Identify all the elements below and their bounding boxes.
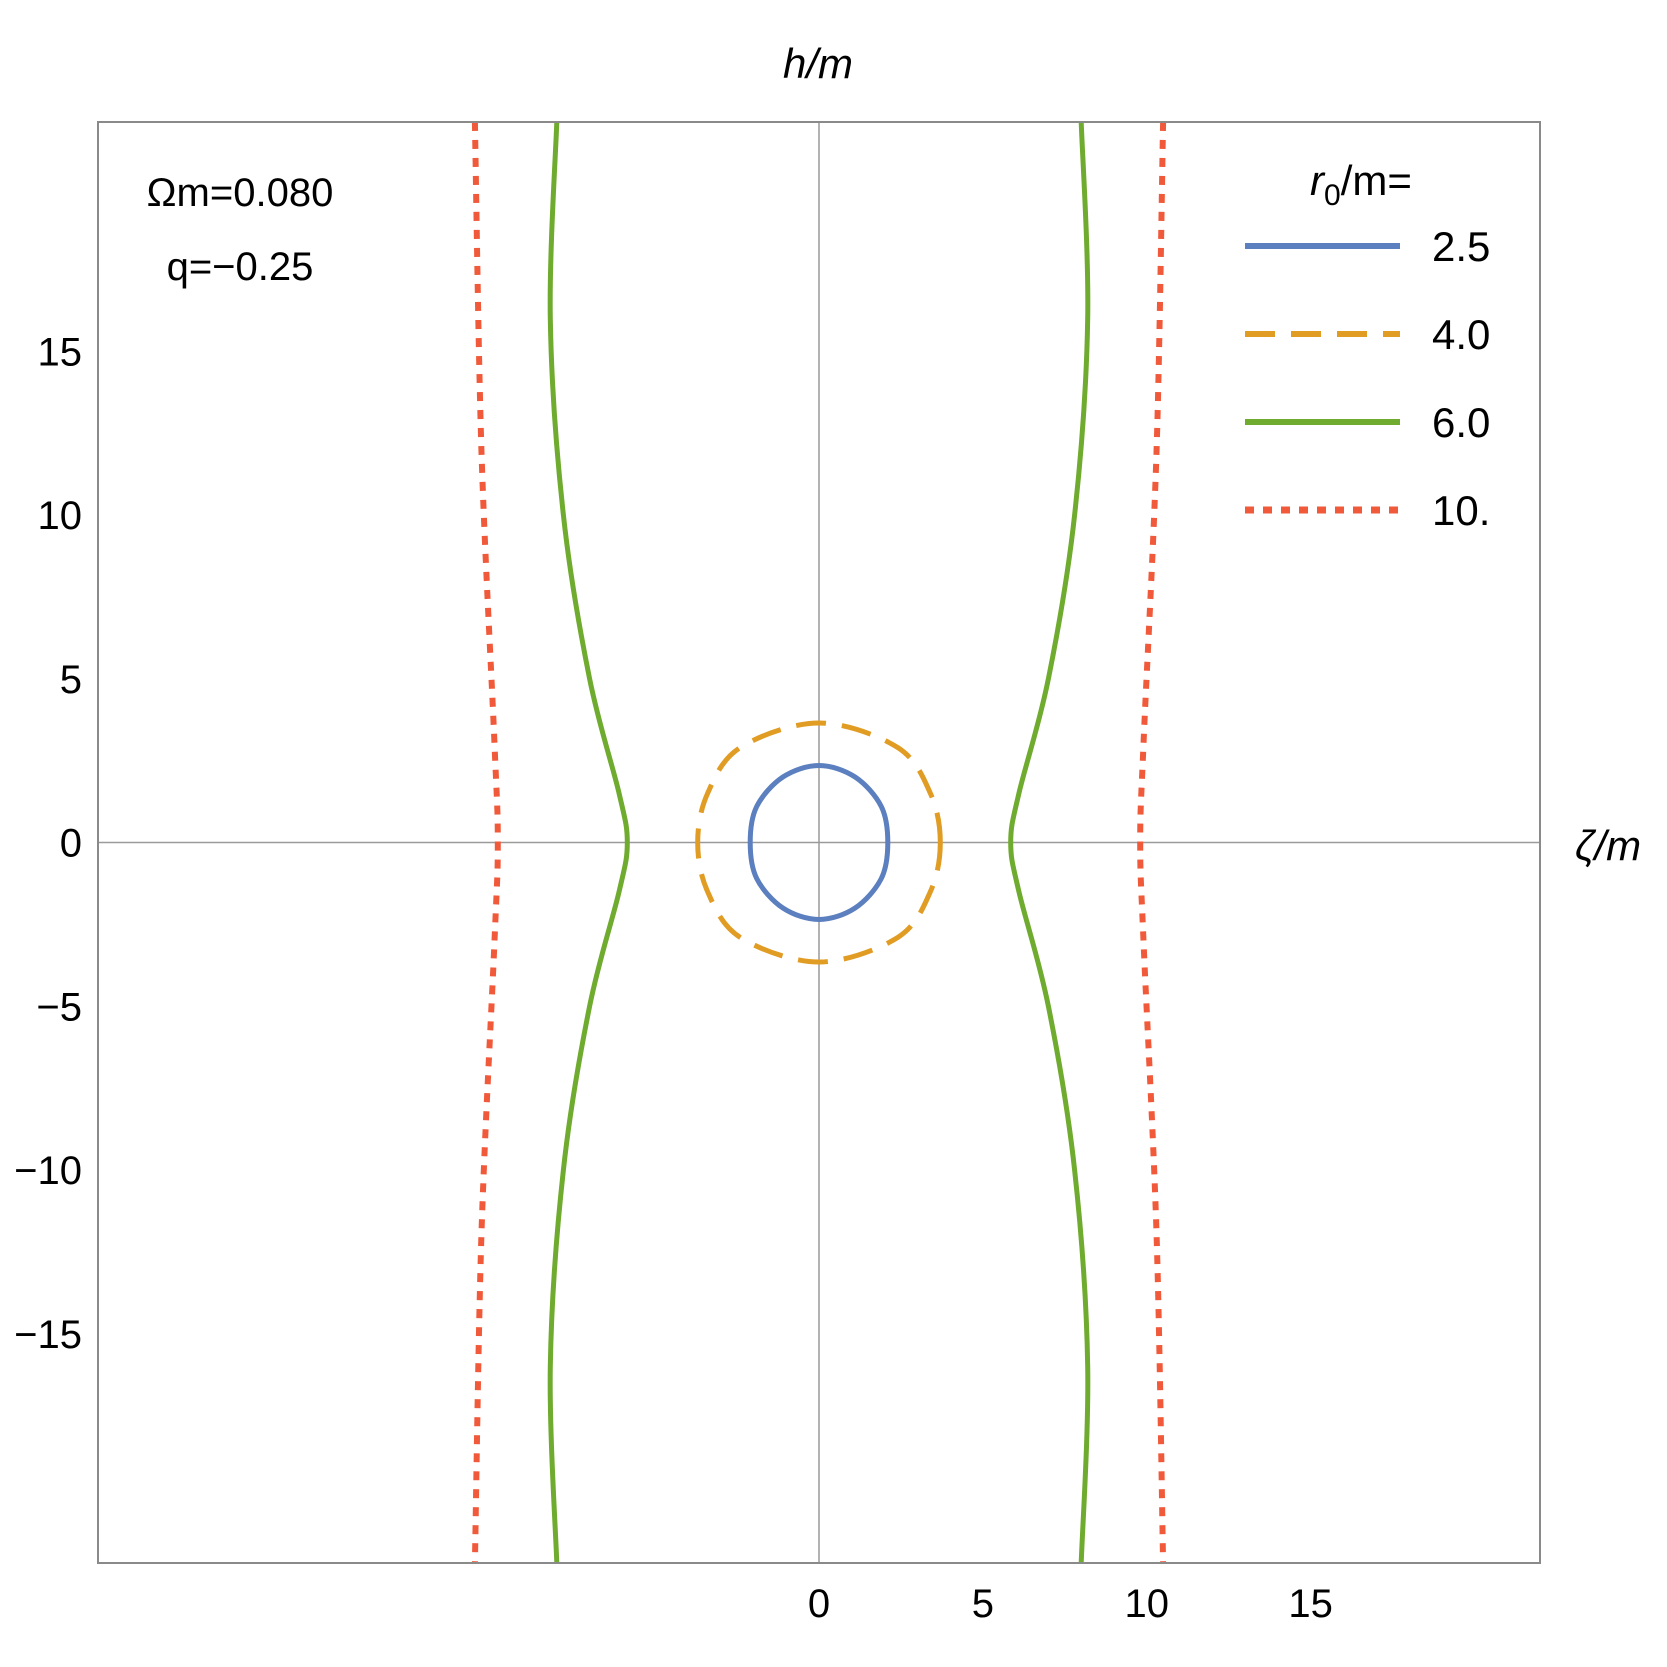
series-line-0-branch-0 <box>747 762 891 923</box>
legend-label: 6.0 <box>1432 399 1490 446</box>
y-tick-label: 5 <box>60 658 82 702</box>
legend: r0/m= 2.5 4.0 6.0 10. <box>1245 157 1490 534</box>
x-tick-label: 0 <box>808 1582 830 1626</box>
x-tick-label: 5 <box>972 1582 994 1626</box>
omega-annotation: Ωm=0.080 <box>147 171 334 215</box>
legend-title: r0/m= <box>1310 157 1412 212</box>
series-line-3-branch-0 <box>471 121 501 1564</box>
series-layer <box>471 121 1167 1564</box>
q-annotation: q=−0.25 <box>167 245 314 289</box>
legend-title-sub: 0 <box>1324 179 1341 212</box>
legend-entries: 2.5 4.0 6.0 10. <box>1245 223 1490 534</box>
legend-label: 2.5 <box>1432 223 1490 270</box>
y-tick-label: −15 <box>14 1313 82 1357</box>
legend-title-r: r <box>1310 157 1326 204</box>
y-tick-label: −5 <box>36 985 82 1029</box>
legend-label: 10. <box>1432 487 1490 534</box>
y-tick-label: −10 <box>14 1149 82 1193</box>
x-axis-label: ζ/m <box>1575 822 1641 869</box>
x-tick-label: 10 <box>1124 1582 1169 1626</box>
ticks-layer: 0 5 10 15 −15 −10 −5 0 5 10 15 <box>14 330 1333 1626</box>
series-line-2-branch-1 <box>1008 121 1091 1564</box>
plot-frame <box>97 121 1541 1564</box>
legend-title-rest: /m= <box>1341 157 1412 204</box>
series-line-2-branch-0 <box>547 121 630 1564</box>
series-line-1-branch-0 <box>695 720 943 965</box>
series-line-3-branch-1 <box>1137 121 1167 1564</box>
y-tick-label: 15 <box>38 330 83 374</box>
y-tick-label: 0 <box>60 822 82 866</box>
x-tick-label: 15 <box>1288 1582 1333 1626</box>
y-tick-label: 10 <box>38 494 83 538</box>
y-axis-label: h/m <box>783 40 853 87</box>
legend-label: 4.0 <box>1432 311 1490 358</box>
